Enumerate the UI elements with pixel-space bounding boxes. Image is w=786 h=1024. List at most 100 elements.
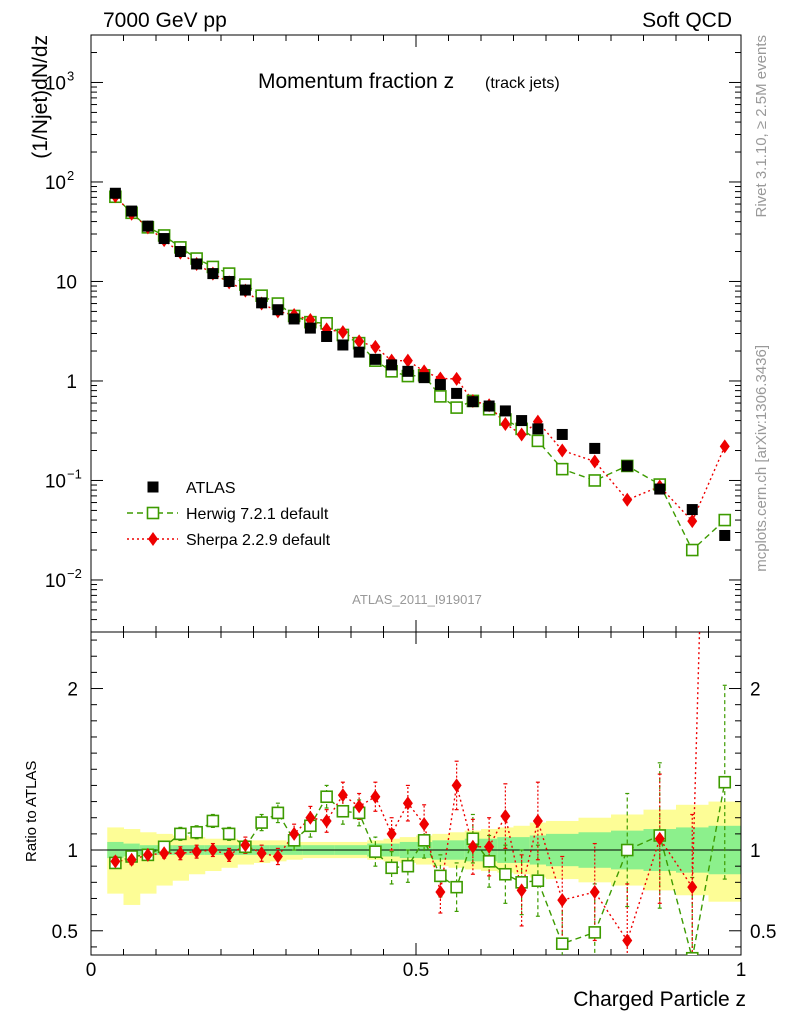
sherpa-ratio-point xyxy=(272,849,283,864)
sherpa-ratio-point xyxy=(435,885,446,900)
atlas-point xyxy=(109,187,121,199)
atlas-point xyxy=(654,483,666,495)
sherpa-point xyxy=(370,339,381,354)
atlas-point xyxy=(126,205,138,217)
atlas-point xyxy=(719,529,731,541)
y-tick-label: 1 xyxy=(66,372,77,393)
x-tick-label: 0 xyxy=(86,960,97,981)
atlas-point xyxy=(516,415,528,427)
atlas-point xyxy=(191,258,203,270)
header-right: Soft QCD xyxy=(642,9,732,32)
sherpa-ratio-point xyxy=(126,852,137,867)
sherpa-ratio-point xyxy=(142,847,153,862)
atlas-point xyxy=(467,396,479,408)
atlas-point xyxy=(207,268,219,280)
y-tick-label-exponent: −1 xyxy=(67,466,82,481)
sherpa-ratio-point xyxy=(289,826,300,841)
herwig-point xyxy=(718,513,732,527)
ratio-y-tick-label-right: 0.5 xyxy=(750,922,776,943)
sherpa-line xyxy=(114,195,726,523)
atlas-point xyxy=(402,365,414,377)
sherpa-ratio-point xyxy=(687,880,698,895)
ratio-y-tick-label-right: 2 xyxy=(750,680,761,701)
herwig-ratio-point xyxy=(206,814,220,828)
ratio-y-tick-label: 1 xyxy=(67,841,78,862)
y-tick-label-exponent: −2 xyxy=(67,566,82,581)
sherpa-ratio-point xyxy=(256,846,267,861)
sherpa-ratio-point xyxy=(532,813,543,828)
atlas-point xyxy=(589,442,601,454)
herwig-point xyxy=(588,474,602,487)
sherpa-ratio-point xyxy=(500,809,511,824)
atlas-point xyxy=(321,330,333,342)
sherpa-point xyxy=(589,454,600,469)
herwig-ratio-point xyxy=(320,790,333,804)
herwig-point xyxy=(555,462,569,476)
atlas-point xyxy=(621,460,633,472)
y-tick-label: 10 xyxy=(45,471,66,492)
atlas-point xyxy=(686,504,698,516)
atlas-point xyxy=(434,379,446,391)
sherpa-ratio-point xyxy=(622,933,633,948)
ratio-y-tick-label-right: 1 xyxy=(750,841,761,862)
ratio-uncertainty-bands xyxy=(107,801,742,905)
sherpa-ratio-point xyxy=(191,844,202,859)
atlas-point xyxy=(532,423,544,435)
sherpa-ratio-point xyxy=(386,826,397,841)
herwig-ratio-point xyxy=(385,861,398,875)
y-tick-label: 10 xyxy=(45,173,66,194)
herwig-point xyxy=(685,543,699,557)
atlas-point xyxy=(142,220,154,232)
sherpa-ratio-point xyxy=(557,893,568,908)
herwig-ratio-point xyxy=(718,775,732,789)
sherpa-ratio-point xyxy=(354,799,365,814)
sherpa-ratio-point xyxy=(516,883,527,898)
herwig-point xyxy=(531,434,545,448)
herwig-ratio-point xyxy=(499,867,512,881)
band-outer xyxy=(139,832,157,894)
ratio-marks xyxy=(109,632,732,955)
atlas-point xyxy=(239,284,251,296)
y-tick-label-exponent: 3 xyxy=(67,68,74,83)
herwig-ratio-point xyxy=(482,855,496,868)
herwig-ratio-point xyxy=(434,869,447,883)
atlas-point xyxy=(386,359,398,371)
herwig-ratio-point xyxy=(620,843,634,857)
sherpa-ratio-point xyxy=(337,788,348,803)
herwig-ratio-point xyxy=(531,874,545,888)
atlas-point xyxy=(483,400,495,412)
legend-atlas-marker xyxy=(147,481,159,493)
sherpa-point xyxy=(719,439,730,454)
atlas-point xyxy=(353,346,365,358)
atlas-point xyxy=(418,372,430,384)
top-y-axis-label: (1/Njet)dN/dz xyxy=(29,35,52,159)
atlas-point xyxy=(337,339,349,351)
herwig-ratio-point xyxy=(255,816,268,829)
herwig-ratio-point xyxy=(190,825,203,839)
sherpa-ratio-point xyxy=(305,810,316,825)
atlas-point xyxy=(223,275,235,287)
herwig-point xyxy=(450,401,463,414)
figure-texts: 7000 GeV pp Soft QCD Momentum fraction z… xyxy=(23,9,770,1011)
atlas-point xyxy=(272,304,284,316)
herwig-ratio-point xyxy=(271,806,285,820)
plot-title-sub: (track jets) xyxy=(485,75,560,92)
legend-label: Sherpa 2.2.9 default xyxy=(186,532,331,549)
atlas-point xyxy=(174,246,186,258)
sherpa-point xyxy=(402,353,413,368)
sherpa-ratio-point xyxy=(207,843,218,858)
y-tick-label-exponent: 2 xyxy=(67,168,74,183)
bottom-y-axis-label: Ratio to ATLAS xyxy=(23,761,40,862)
legend-sherpa-marker xyxy=(148,532,158,546)
sherpa-ratio-point xyxy=(419,817,430,832)
ratio-y-tick-label: 0.5 xyxy=(52,922,78,943)
legend-label: Herwig 7.2.1 default xyxy=(186,506,329,523)
herwig-ratio-point xyxy=(588,926,602,939)
sherpa-point xyxy=(516,427,527,442)
herwig-point xyxy=(434,390,447,403)
sherpa-ratio-point xyxy=(321,813,332,828)
sherpa-ratio-point xyxy=(467,839,478,854)
bottom-panel-frame xyxy=(90,631,742,956)
sherpa-point xyxy=(500,416,511,431)
herwig-ratio-point xyxy=(555,937,569,950)
